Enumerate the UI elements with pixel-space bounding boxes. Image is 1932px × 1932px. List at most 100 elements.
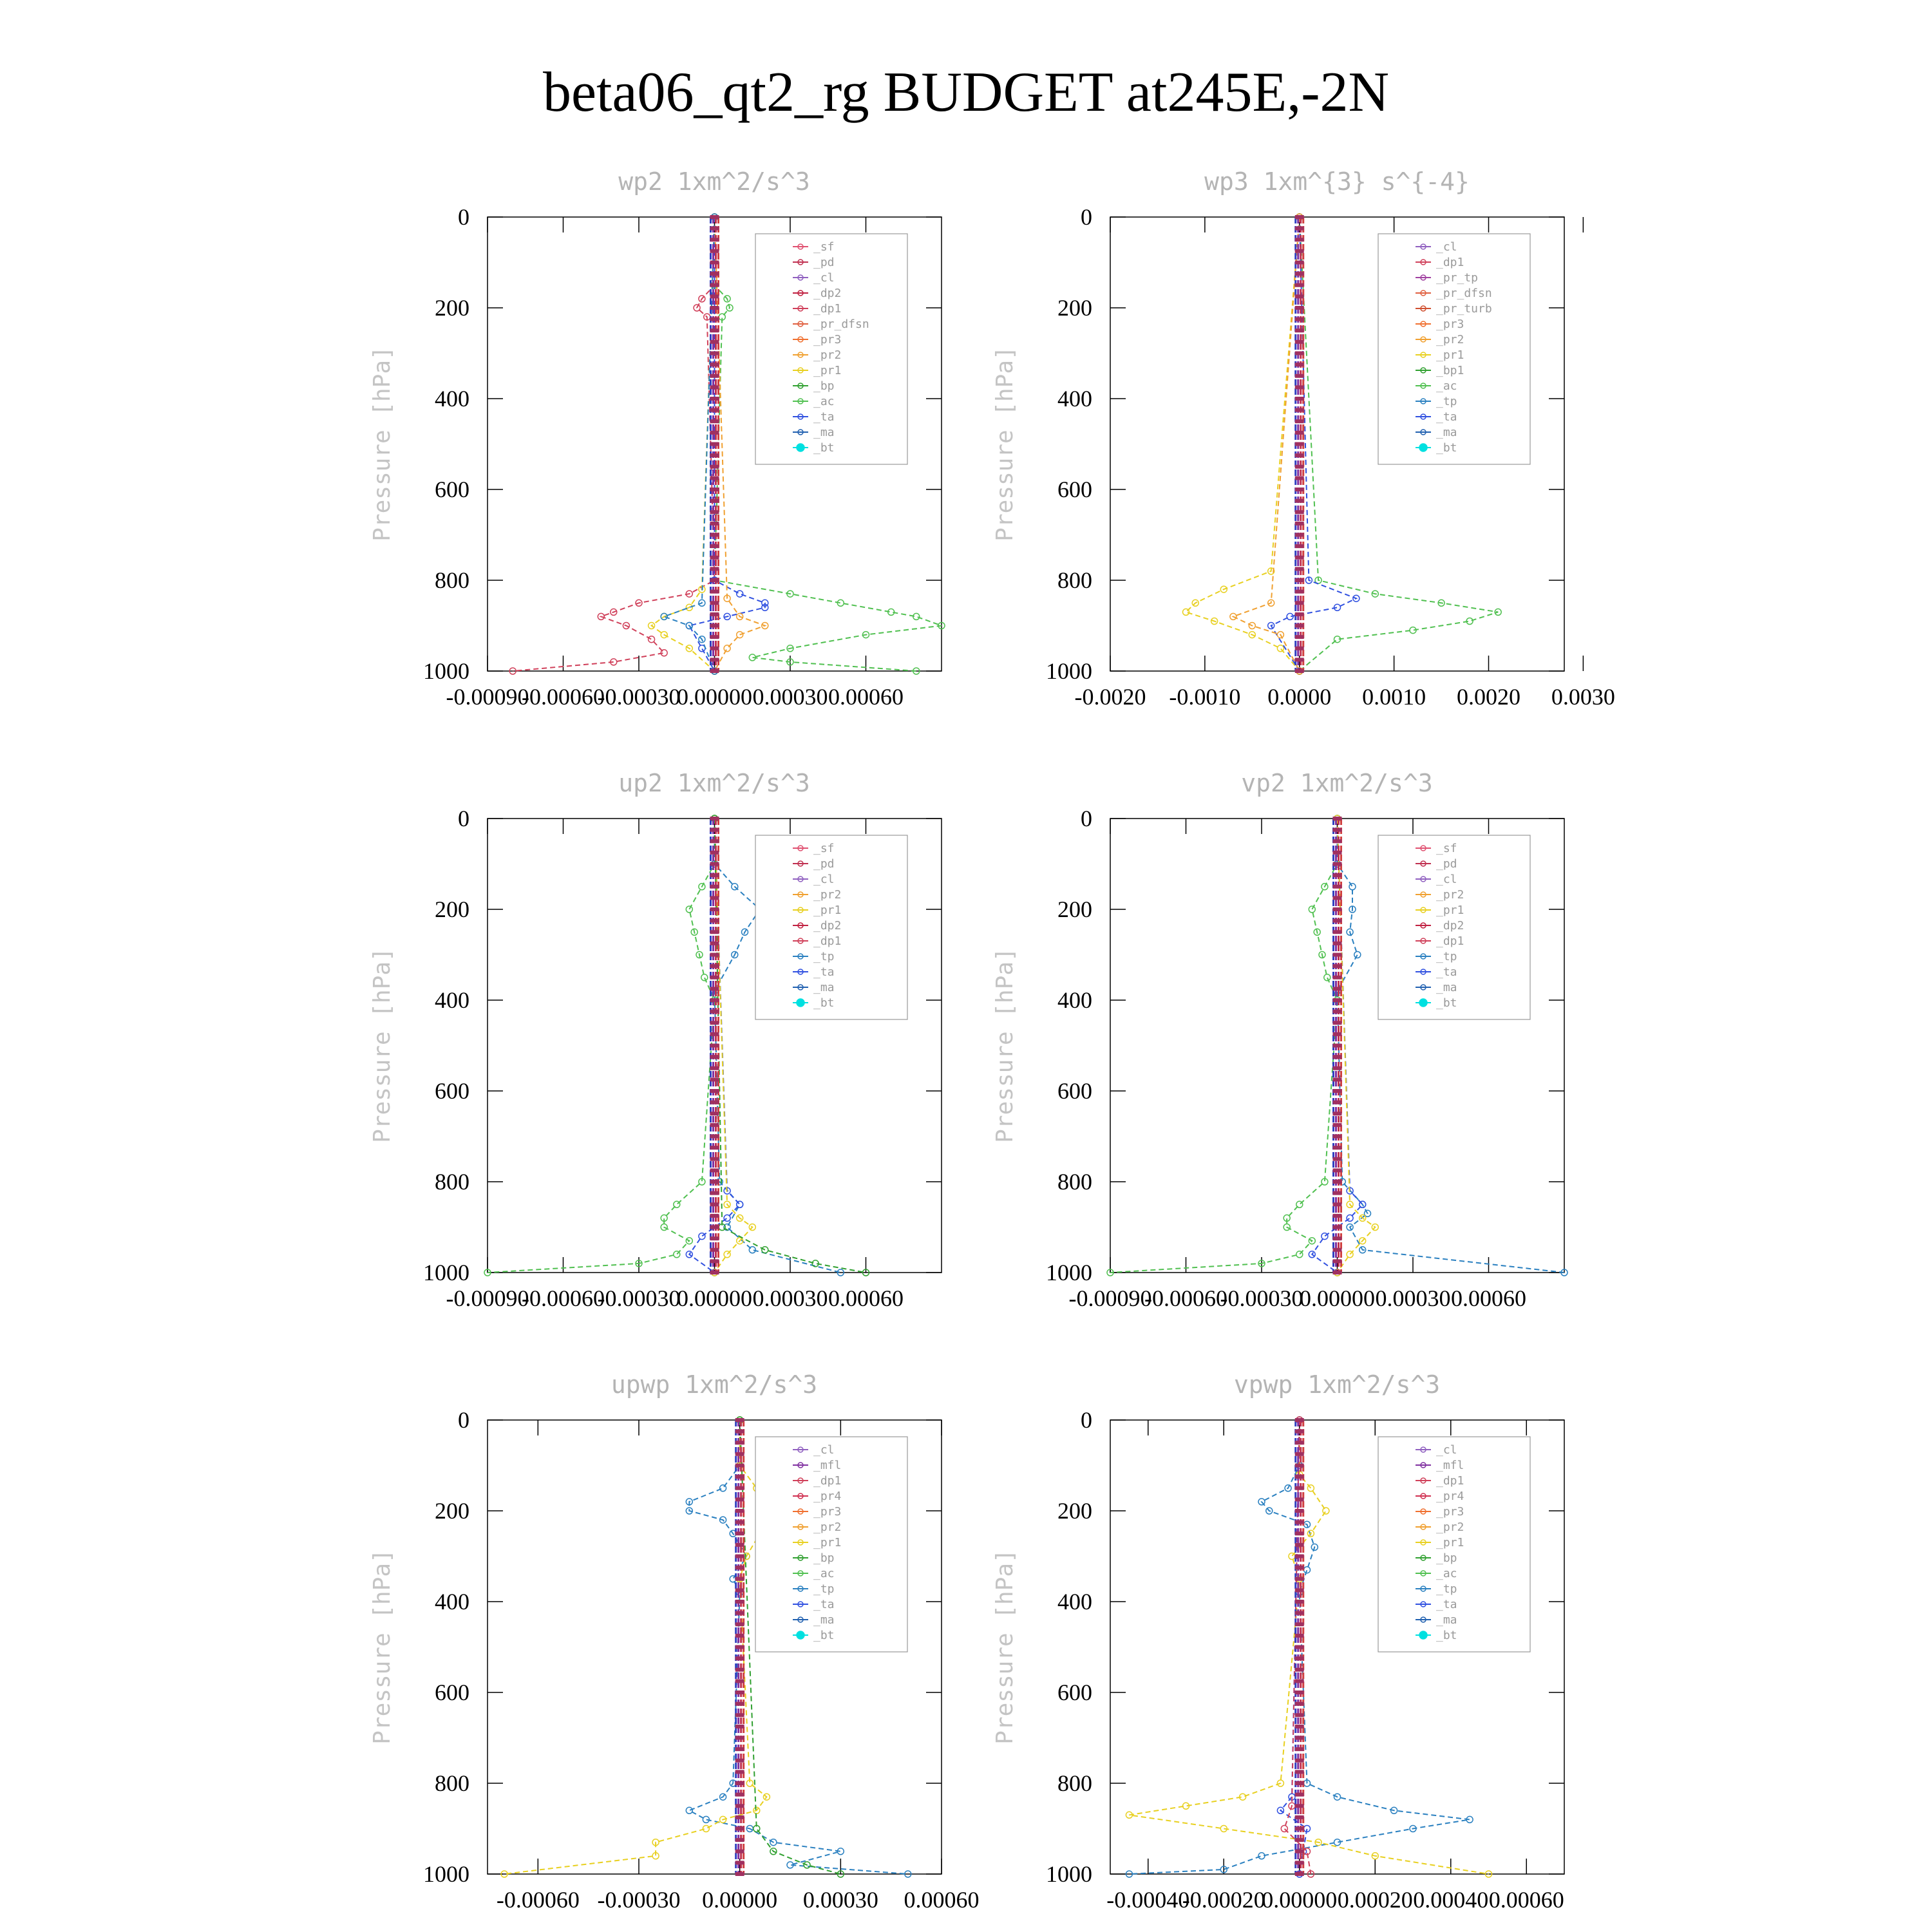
zero-profile-marker <box>710 1271 719 1274</box>
zero-profile-marker <box>1332 884 1342 889</box>
legend-marker <box>1419 1631 1428 1640</box>
legend-box <box>755 233 908 465</box>
zero-profile-marker <box>735 1679 744 1683</box>
series-line <box>1270 216 1358 672</box>
zero-profile-marker <box>1332 1122 1342 1127</box>
series-line <box>1231 216 1300 672</box>
zero-profile-marker <box>710 669 719 673</box>
x-tick-label: 0.00040 <box>1413 1887 1488 1913</box>
legend-entry: _ta <box>813 410 835 424</box>
legend-entry: _pd <box>813 857 835 871</box>
zero-profile-marker <box>735 1792 744 1797</box>
legend-entry: _pr3 <box>1436 317 1464 331</box>
zero-profile-marker <box>710 862 719 866</box>
legend-marker <box>1420 1524 1426 1530</box>
legend-marker <box>797 984 804 990</box>
zero-profile-marker <box>710 272 719 276</box>
legend-entry: _pr_tp <box>1436 271 1478 285</box>
legend-entry: _sf <box>813 240 835 254</box>
y-tick-label: 0 <box>458 806 469 831</box>
series-marker <box>731 951 739 959</box>
chart-panel: upwp 1xm^2/s^3 Pressure [hPa] 0 200 400 600 80… <box>369 1370 980 1913</box>
zero-profile-marker <box>735 1486 744 1490</box>
series-marker <box>1258 1852 1265 1860</box>
series-marker <box>748 1223 757 1231</box>
zero-profile-marker <box>1294 1701 1304 1706</box>
panel-title: upwp 1xm^2/s^3 <box>611 1370 817 1399</box>
legend-entry: _ma <box>813 426 835 439</box>
zero-profile-marker <box>710 464 719 469</box>
y-tick-label: 200 <box>1057 1498 1092 1524</box>
zero-profile-marker <box>735 1656 744 1661</box>
series-marker <box>1409 626 1417 634</box>
zero-profile-marker <box>735 1622 744 1627</box>
legend-entry: _ac <box>813 395 835 408</box>
zero-profile-marker <box>710 339 719 344</box>
legend-marker <box>1420 321 1426 327</box>
zero-profile-marker <box>710 1202 719 1207</box>
legend-marker <box>1420 984 1426 990</box>
zero-profile-marker <box>1294 488 1304 491</box>
series-marker <box>735 590 744 598</box>
zero-profile-marker <box>710 521 719 526</box>
zero-profile-marker <box>710 488 719 491</box>
legend-entry: _ac <box>1436 1567 1457 1580</box>
zero-profile-marker <box>710 1112 719 1116</box>
series-marker <box>1267 567 1275 575</box>
series-marker <box>1220 1866 1228 1873</box>
y-tick-label: 200 <box>1057 896 1092 922</box>
series-marker <box>1333 1838 1341 1846</box>
zero-profile-marker <box>710 987 719 991</box>
zero-profile-marker <box>1332 1180 1342 1184</box>
zero-profile-marker <box>1294 1724 1304 1728</box>
series-marker <box>748 1246 757 1254</box>
zero-profile-marker <box>1294 238 1304 242</box>
legend-marker <box>797 1477 804 1484</box>
series-marker <box>786 590 794 598</box>
y-tick-label: 600 <box>435 1078 469 1104</box>
x-tick-label: 0.00060 <box>828 1285 904 1311</box>
zero-profile-marker <box>1294 1531 1304 1536</box>
zero-profile-marker <box>735 1588 744 1593</box>
zero-profile-marker <box>1294 1781 1304 1785</box>
panels-group: wp2 1xm^2/s^3 Pressure [hPa] 0 200 400 600 800… <box>369 167 1615 1913</box>
zero-profile-marker <box>1294 1554 1304 1558</box>
y-tick-label: 0 <box>458 204 469 230</box>
zero-profile-marker <box>735 1838 744 1842</box>
legend-entry: _dp1 <box>1436 934 1464 948</box>
zero-profile-marker <box>710 1146 719 1150</box>
panel-title: wp3 1xm^{3} s^{-4} <box>1204 167 1470 196</box>
legend-entry: _pr2 <box>813 1520 841 1534</box>
series-marker <box>685 590 694 598</box>
legend-marker <box>797 907 804 913</box>
x-tick-label: -0.00060 <box>497 1887 580 1913</box>
legend-marker <box>1420 290 1426 296</box>
legend-marker <box>1420 1555 1426 1561</box>
legend-entry: _pr1 <box>813 1536 841 1549</box>
series-marker <box>1220 585 1228 593</box>
series-marker <box>1314 1838 1322 1846</box>
legend-marker <box>797 845 804 851</box>
series-marker <box>610 658 618 666</box>
series-marker <box>746 1779 754 1787</box>
zero-profile-marker <box>735 1815 744 1819</box>
series-marker <box>698 1178 706 1186</box>
series-marker <box>702 1824 710 1833</box>
series-marker <box>1307 1484 1315 1492</box>
series-line <box>513 217 715 672</box>
legend-box <box>755 835 908 1020</box>
series-marker <box>652 1852 659 1860</box>
legend-entry: _tp <box>1436 950 1457 963</box>
series-marker <box>1321 1178 1329 1186</box>
series-marker <box>1106 1269 1114 1276</box>
zero-profile-marker <box>710 430 719 435</box>
zero-profile-marker <box>735 1441 744 1445</box>
series-marker <box>1349 905 1356 913</box>
series-marker <box>685 621 694 630</box>
series-marker <box>1276 645 1285 652</box>
series-marker <box>735 1236 744 1245</box>
series-marker <box>1358 1246 1367 1254</box>
legend-marker <box>797 413 804 420</box>
zero-profile-marker <box>1332 1066 1342 1070</box>
legend-marker <box>797 336 804 343</box>
